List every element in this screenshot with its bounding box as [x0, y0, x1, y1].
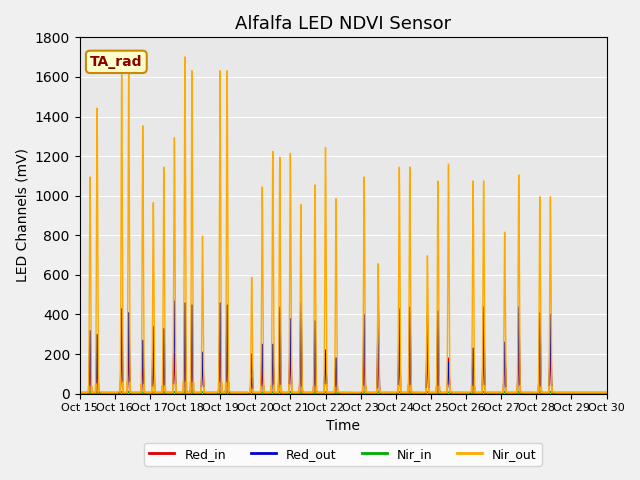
Y-axis label: LED Channels (mV): LED Channels (mV): [15, 148, 29, 282]
Text: TA_rad: TA_rad: [90, 55, 143, 69]
Title: Alfalfa LED NDVI Sensor: Alfalfa LED NDVI Sensor: [235, 15, 451, 33]
Legend: Red_in, Red_out, Nir_in, Nir_out: Red_in, Red_out, Nir_in, Nir_out: [145, 443, 542, 466]
X-axis label: Time: Time: [326, 419, 360, 433]
